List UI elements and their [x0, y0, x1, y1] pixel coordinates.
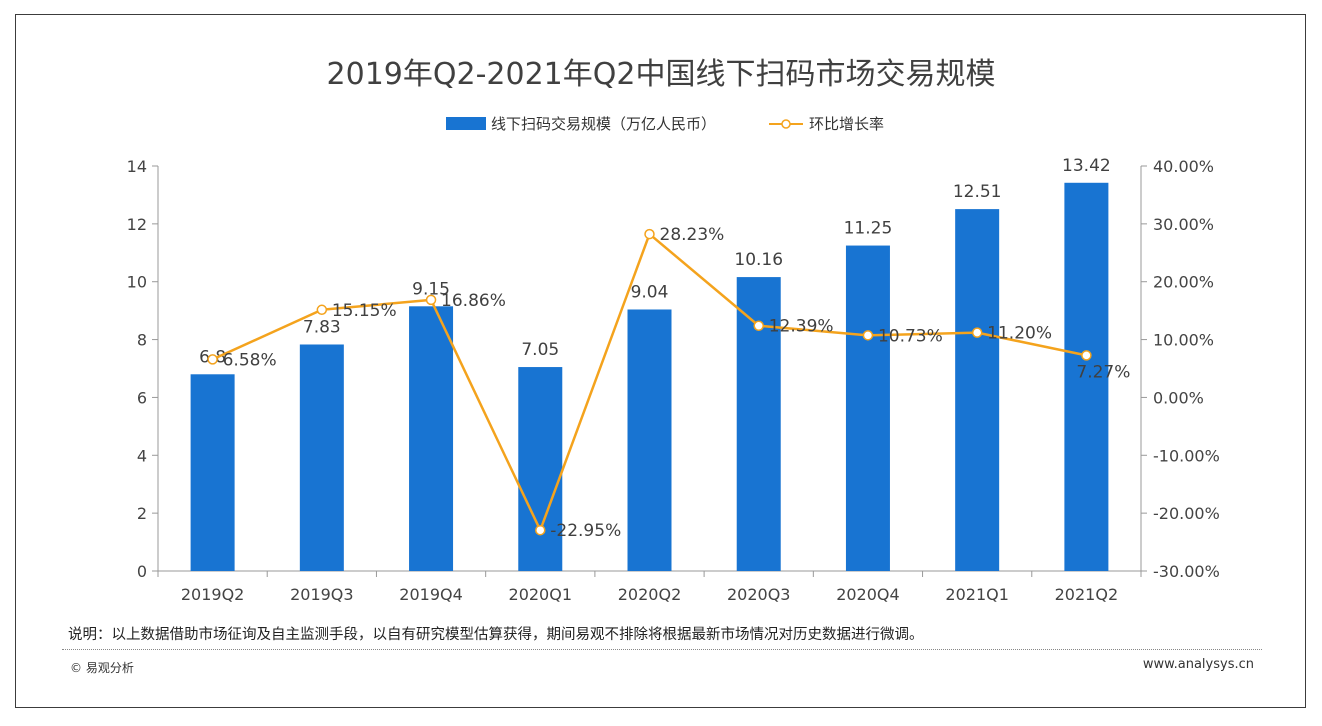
right-tick-label: -10.00%	[1153, 446, 1220, 465]
bar	[299, 344, 344, 571]
bar	[409, 306, 454, 571]
website-link[interactable]: www.analysys.cn	[1142, 657, 1254, 672]
bar	[518, 367, 563, 571]
bar-value-label: 12.51	[953, 182, 1002, 202]
bar-value-label: 13.42	[1062, 156, 1111, 176]
left-tick-label: 6	[137, 388, 147, 407]
left-tick-label: 4	[137, 446, 147, 465]
right-tick-label: 30.00%	[1153, 215, 1214, 234]
growth-value-label: 11.20%	[987, 324, 1052, 344]
x-tick-label: 2021Q2	[1055, 585, 1119, 604]
x-tick-label: 2019Q4	[399, 585, 463, 604]
legend-line-label: 环比增长率	[809, 115, 884, 133]
growth-point	[644, 228, 655, 240]
legend-line-marker	[781, 119, 791, 129]
bar	[845, 245, 890, 571]
bar-value-label: 7.05	[521, 340, 559, 360]
growth-point	[425, 294, 437, 306]
left-tick-label: 8	[137, 331, 147, 350]
legend-bar-label: 线下扫码交易规模（万亿人民币）	[491, 115, 716, 133]
growth-value-label: 12.39%	[769, 317, 834, 337]
right-tick-label: -30.00%	[1153, 562, 1220, 581]
growth-value-label: 15.15%	[332, 301, 397, 321]
bar-value-label: 9.04	[631, 282, 669, 302]
left-tick-label: 10	[127, 273, 147, 292]
right-tick-label: -20.00%	[1153, 504, 1220, 523]
bar	[955, 209, 1000, 571]
right-tick-label: 40.00%	[1153, 157, 1214, 176]
growth-point	[1081, 350, 1092, 361]
bar	[190, 374, 235, 571]
growth-value-label: -22.95%	[550, 521, 621, 541]
left-tick-label: 12	[127, 215, 147, 234]
bar-value-label: 7.83	[303, 317, 341, 337]
footnote: 说明：以上数据借助市场征询及自主监测手段，以自有研究模型估算获得，期间易观不排除…	[68, 627, 924, 643]
copyright: © 易观分析	[70, 661, 134, 675]
bar	[627, 309, 672, 571]
growth-point	[535, 524, 546, 536]
x-tick-label: 2020Q1	[509, 585, 573, 604]
x-tick-label: 2019Q3	[290, 585, 354, 604]
right-tick-label: 20.00%	[1153, 273, 1214, 292]
left-tick-label: 14	[127, 157, 147, 176]
growth-value-label: 10.73%	[878, 326, 943, 346]
left-tick-label: 0	[137, 562, 147, 581]
growth-value-label: 28.23%	[660, 225, 725, 245]
growth-point	[862, 330, 874, 341]
right-tick-label: 0.00%	[1153, 388, 1204, 407]
legend-bar-swatch	[446, 117, 486, 130]
growth-value-label: 7.27%	[1076, 362, 1130, 382]
growth-point	[753, 320, 764, 331]
bar-value-label: 11.25	[844, 219, 893, 239]
bar-value-label: 10.16	[734, 250, 783, 270]
x-tick-label: 2020Q3	[727, 585, 791, 604]
x-tick-label: 2020Q2	[618, 585, 682, 604]
bar	[1064, 182, 1109, 571]
x-tick-label: 2019Q2	[181, 585, 245, 604]
growth-value-label: 16.86%	[441, 291, 506, 311]
growth-point	[316, 304, 328, 316]
chart-title: 2019年Q2-2021年Q2中国线下扫码市场交易规模	[327, 57, 996, 92]
growth-point	[207, 354, 218, 365]
growth-point	[971, 327, 983, 338]
bar-value-label: 9.15	[412, 279, 450, 299]
right-tick-label: 10.00%	[1153, 331, 1214, 350]
footer-divider	[62, 649, 1262, 650]
left-tick-label: 2	[137, 504, 147, 523]
growth-value-label: 6.58%	[223, 350, 277, 370]
x-tick-label: 2020Q4	[836, 585, 900, 604]
x-tick-label: 2021Q1	[945, 585, 1009, 604]
